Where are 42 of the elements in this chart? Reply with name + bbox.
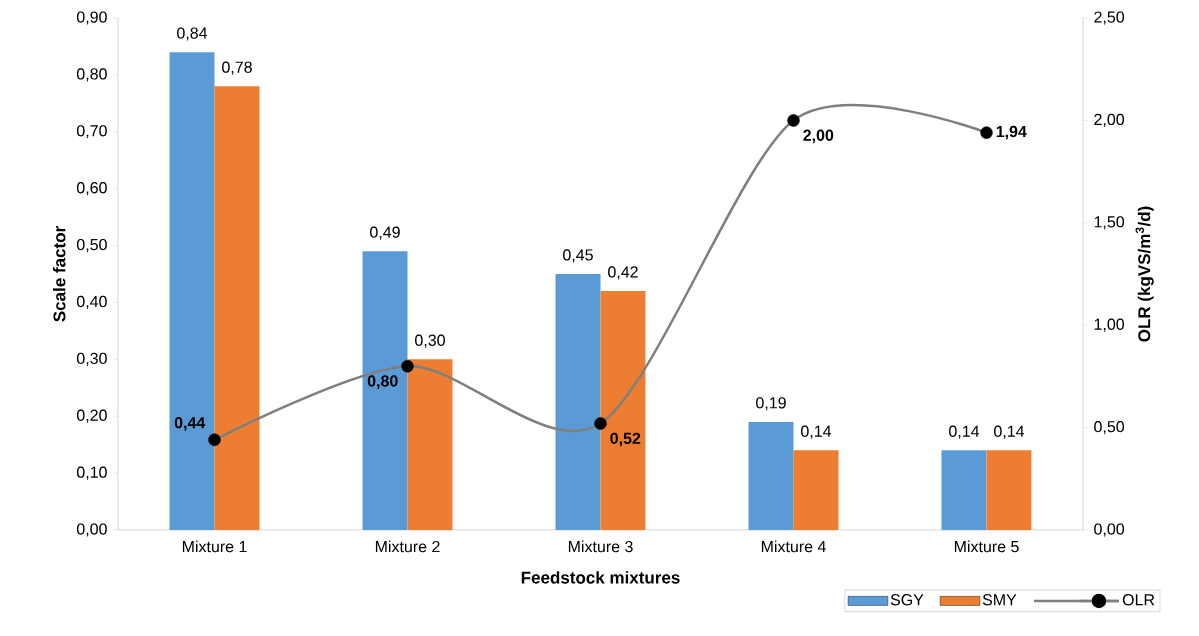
data-label: 0,14 (994, 425, 1025, 439)
x-tick-label: Mixture 3 (568, 540, 633, 553)
y-tick-label: 0,50 (76, 238, 107, 253)
data-label: 0,19 (756, 397, 786, 411)
x-tick-label: Mixture 5 (954, 540, 1019, 553)
x-tick-label: Mixture 2 (375, 540, 440, 553)
data-label: 0,45 (563, 249, 593, 263)
data-label: 0,84 (177, 27, 208, 41)
data-label: 0,14 (801, 425, 832, 439)
x-tick-label: Mixture 4 (761, 540, 826, 553)
x-tick-label: Mixture 1 (182, 540, 247, 553)
data-label: 1,94 (996, 125, 1027, 140)
y-tick-label: 0,00 (76, 523, 107, 537)
data-label: 0,14 (949, 425, 980, 439)
data-label: 0,49 (370, 226, 400, 240)
data-label: 0,80 (367, 375, 398, 389)
x-axis-title: Feedstock mixtures (521, 571, 680, 584)
legend-label: SGY (890, 594, 924, 606)
data-label: 0,42 (608, 266, 638, 280)
data-label: 0,44 (174, 417, 206, 431)
y2-axis-title: OLR (kgVS/m$^{3}$/d) (1135, 206, 1154, 342)
legend-label: OLR (1122, 594, 1155, 606)
y-tick-label: 0,20 (76, 409, 107, 423)
data-label: 0,52 (610, 432, 641, 447)
y-tick-label: 0,80 (76, 68, 107, 82)
legend-label: SMY (982, 594, 1017, 606)
y2-tick-label: 2,00 (1094, 113, 1125, 127)
y2-tick-label: 2,50 (1094, 11, 1125, 25)
y-tick-label: 0,90 (76, 11, 107, 25)
y-tick-label: 0,10 (76, 466, 107, 480)
y2-tick-label: 0,00 (1094, 523, 1125, 537)
y2-tick-label: 0,50 (1094, 420, 1125, 435)
data-label: 2,00 (803, 129, 834, 144)
y2-tick-label: 1,00 (1094, 318, 1125, 332)
y-tick-label: 0,60 (76, 182, 107, 196)
y-tick-label: 0,30 (76, 352, 107, 366)
y2-tick-label: 1,50 (1094, 216, 1125, 230)
y-tick-label: 0,40 (76, 295, 107, 310)
data-label: 0,78 (222, 61, 252, 75)
y-axis-title: Scale factor (52, 226, 66, 322)
data-label: 0,30 (415, 334, 445, 348)
y-tick-label: 0,70 (76, 125, 107, 139)
